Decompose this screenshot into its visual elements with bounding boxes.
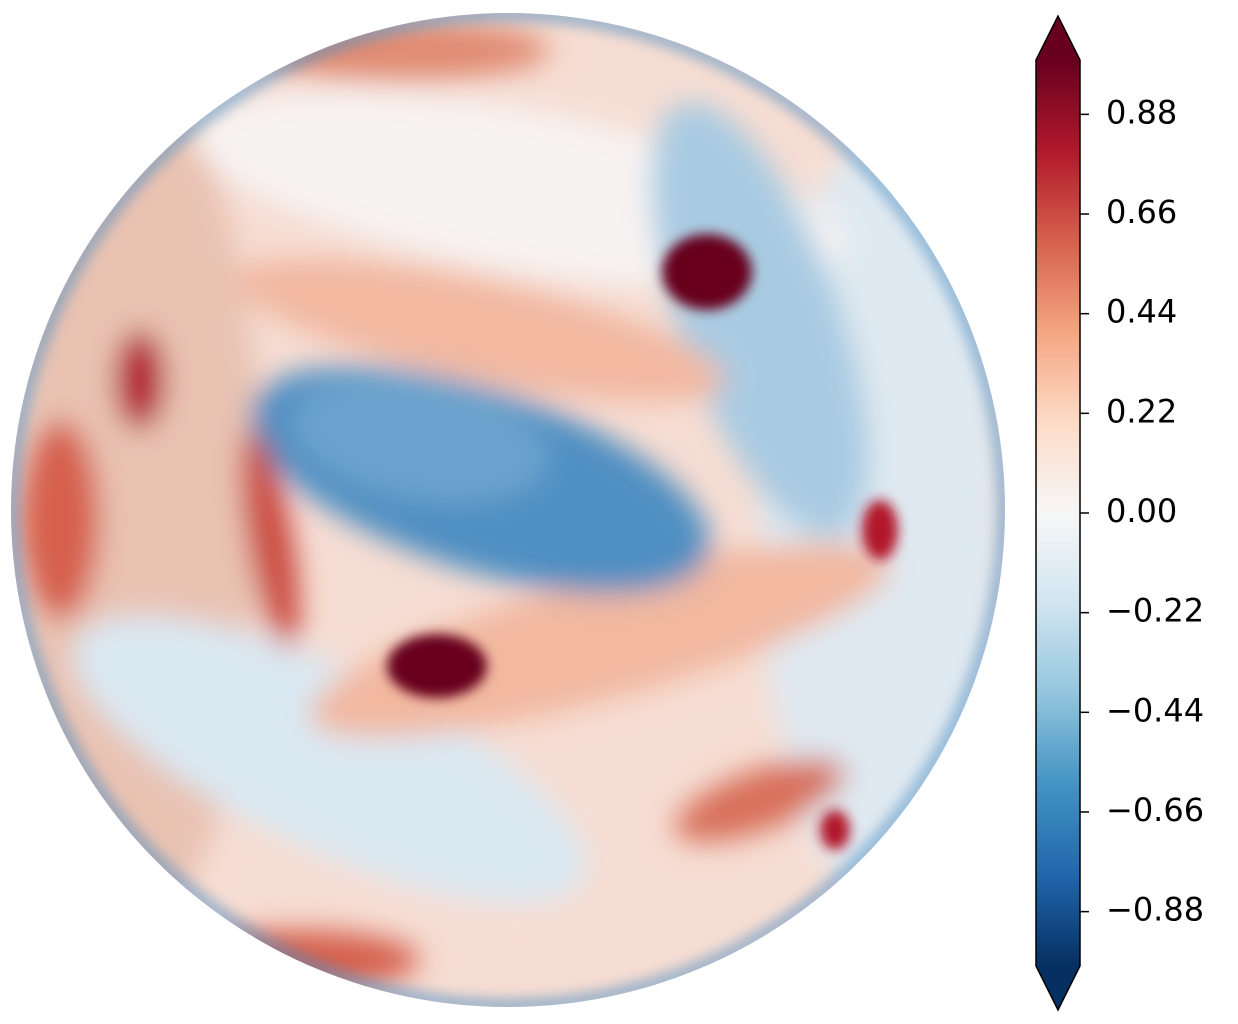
colorbar-tick-label: 0.44 (1106, 293, 1177, 331)
colorbar-tick-label: −0.44 (1106, 691, 1204, 729)
colorbar: −0.88 −0.66 −0.44 −0.22 0.00 0.22 0.44 0.66 0.88 (1035, 14, 1204, 1012)
colorbar-tick-label: 0.00 (1106, 492, 1177, 530)
colorbar-gradient (1036, 60, 1080, 966)
colorbar-tick-label: −0.22 (1106, 592, 1204, 630)
colorbar-outline (1035, 14, 1081, 1012)
colorbar-tick-label: 0.22 (1106, 392, 1177, 430)
colorbar-tick-label: −0.88 (1106, 891, 1204, 929)
colorbar-tick-label: 0.66 (1106, 193, 1177, 231)
colorbar-extend-max (1036, 16, 1080, 60)
colorbar-extend-min (1036, 966, 1080, 1010)
colorbar-tick-label: −0.66 (1106, 791, 1204, 829)
colorbar-tick-label: 0.88 (1106, 93, 1177, 131)
field (11, 13, 1005, 1007)
